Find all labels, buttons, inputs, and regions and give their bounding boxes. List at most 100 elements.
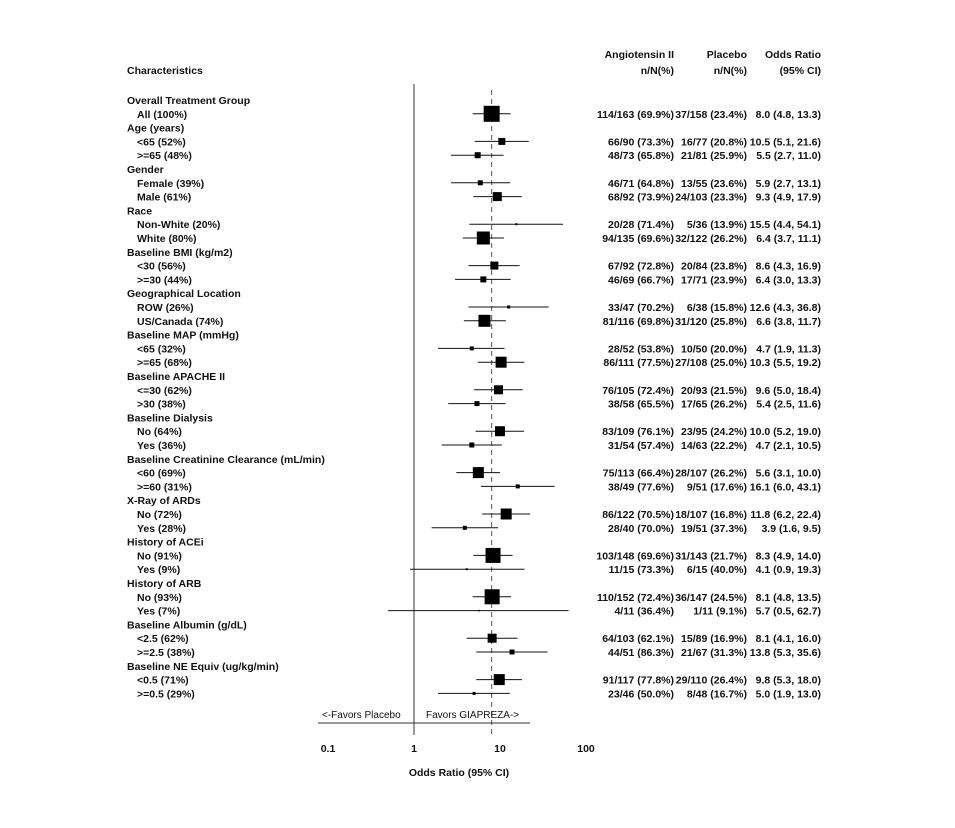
odds-ratio-value: 10.0 (5.2, 19.0) — [750, 426, 821, 438]
row-label: Yes (7%) — [137, 606, 180, 618]
point-estimate-square — [474, 152, 481, 159]
x-tick-label: 100 — [577, 743, 595, 755]
angiotensin-value: 75/113 (66.4%) — [603, 468, 674, 480]
odds-ratio-value: 10.5 (5.1, 21.6) — [750, 136, 821, 148]
row-label: <0.5 (71%) — [137, 675, 189, 687]
row-label: No (64%) — [137, 426, 182, 438]
odds-ratio-value: 9.6 (5.0, 18.4) — [756, 385, 821, 397]
placebo-value: 21/67 (31.3%) — [681, 647, 747, 659]
row-label: >=60 (31%) — [137, 481, 192, 493]
row-label: <65 (32%) — [137, 343, 186, 355]
angiotensin-value: 91/117 (77.8%) — [603, 675, 674, 687]
point-estimate-square — [495, 356, 507, 368]
angiotensin-value: 4/11 (36.4%) — [614, 606, 674, 618]
point-estimate-square — [487, 633, 497, 643]
odds-ratio-value: 10.3 (5.5, 19.2) — [750, 357, 821, 369]
point-estimate-square — [483, 105, 500, 122]
angiotensin-value: 68/92 (73.9%) — [608, 192, 674, 204]
point-estimate-square — [472, 691, 476, 695]
placebo-value: 24/103 (23.3%) — [675, 192, 747, 204]
odds-ratio-value: 4.1 (0.9, 19.3) — [756, 564, 821, 576]
point-estimate-square — [507, 305, 511, 309]
point-estimate-square — [493, 674, 505, 686]
row-label: <=30 (62%) — [137, 385, 192, 397]
odds-ratio-value: 5.4 (2.5, 11.6) — [756, 399, 821, 411]
angiotensin-value: 67/92 (72.8%) — [608, 261, 674, 273]
placebo-value: 32/122 (26.2%) — [675, 233, 747, 245]
placebo-value: 16/77 (20.8%) — [681, 136, 747, 148]
angiotensin-value: 46/71 (64.8%) — [608, 178, 674, 190]
row-label: Non-White (20%) — [137, 219, 220, 231]
placebo-value: 19/51 (37.3%) — [681, 523, 747, 535]
point-estimate-square — [492, 192, 502, 202]
header-odds-ratio-title: Odds Ratio — [765, 49, 821, 61]
odds-ratio-value: 8.1 (4.1, 16.0) — [756, 633, 821, 645]
odds-ratio-value: 6.4 (3.0, 13.3) — [756, 274, 821, 286]
placebo-value: 37/158 (23.4%) — [675, 109, 747, 121]
odds-ratio-value: 16.1 (6.0, 43.1) — [750, 481, 821, 493]
placebo-value: 23/95 (24.2%) — [681, 426, 747, 438]
point-estimate-square — [480, 276, 487, 283]
row-label: >30 (38%) — [137, 399, 186, 411]
group-label: X-Ray of ARDs — [127, 495, 201, 507]
group-label: Geographical Location — [127, 288, 241, 300]
point-estimate-square — [515, 484, 520, 489]
row-label: No (72%) — [137, 509, 182, 521]
placebo-value: 28/107 (26.2%) — [675, 468, 747, 480]
x-axis-label: Odds Ratio (95% CI) — [409, 767, 509, 779]
odds-ratio-value: 4.7 (2.1, 10.5) — [756, 440, 821, 452]
group-label: Gender — [127, 164, 164, 176]
header-odds-ratio-sub: (95% CI) — [780, 65, 821, 77]
angiotensin-value: 28/52 (53.8%) — [608, 343, 674, 355]
placebo-value: 20/93 (21.5%) — [681, 385, 747, 397]
point-estimate-square — [476, 231, 490, 245]
row-label: Male (61%) — [137, 192, 191, 204]
odds-ratio-value: 5.0 (1.9, 13.0) — [756, 688, 821, 700]
group-label: Overall Treatment Group — [127, 95, 250, 107]
point-estimate-square — [490, 261, 499, 270]
odds-ratio-value: 9.3 (4.9, 17.9) — [756, 192, 821, 204]
favors-placebo-label: <-Favors Placebo — [322, 710, 401, 721]
placebo-value: 1/11 (9.1%) — [693, 606, 747, 618]
row-label: >=65 (68%) — [137, 357, 192, 369]
point-estimate-square — [472, 467, 484, 479]
x-tick-label: 0.1 — [321, 743, 336, 755]
group-label: Age (years) — [127, 123, 184, 135]
group-label: History of ACEi — [127, 537, 204, 549]
angiotensin-value: 94/135 (69.6%) — [602, 233, 674, 245]
placebo-value: 31/120 (25.8%) — [675, 316, 747, 328]
row-label: No (93%) — [137, 592, 182, 604]
row-label: US/Canada (74%) — [137, 316, 223, 328]
placebo-value: 31/143 (21.7%) — [675, 550, 747, 562]
placebo-value: 6/38 (15.8%) — [687, 302, 747, 314]
odds-ratio-value: 8.6 (4.3, 16.9) — [756, 261, 821, 273]
angiotensin-value: 28/40 (70.0%) — [608, 523, 674, 535]
placebo-value: 14/63 (22.2%) — [681, 440, 747, 452]
row-label: Yes (9%) — [137, 564, 180, 576]
angiotensin-value: 38/58 (65.5%) — [608, 399, 674, 411]
placebo-value: 17/65 (26.2%) — [681, 399, 747, 411]
point-estimate-square — [469, 346, 474, 351]
placebo-value: 20/84 (23.8%) — [681, 261, 747, 273]
angiotensin-value: 46/69 (66.7%) — [608, 274, 674, 286]
point-estimate-square — [484, 589, 500, 605]
odds-ratio-value: 15.5 (4.4, 54.1) — [750, 219, 821, 231]
row-label: >=30 (44%) — [137, 274, 192, 286]
point-estimate-square — [469, 442, 475, 448]
placebo-value: 17/71 (23.9%) — [681, 274, 747, 286]
point-estimate-square — [462, 525, 467, 530]
angiotensin-value: 33/47 (70.2%) — [608, 302, 674, 314]
placebo-value: 36/147 (24.5%) — [675, 592, 747, 604]
placebo-value: 5/36 (13.9%) — [687, 219, 747, 231]
group-label: Baseline BMI (kg/m2) — [127, 247, 233, 259]
odds-ratio-value: 6.6 (3.8, 11.7) — [756, 316, 821, 328]
angiotensin-value: 20/28 (71.4%) — [608, 219, 674, 231]
angiotensin-value: 31/54 (57.4%) — [608, 440, 674, 452]
point-estimate-square — [478, 609, 480, 612]
placebo-value: 21/81 (25.9%) — [681, 150, 747, 162]
point-estimate-square — [509, 649, 515, 655]
header-placebo-sub: n/N(%) — [714, 65, 747, 77]
row-label: ROW (26%) — [137, 302, 194, 314]
row-label: >=0.5 (29%) — [137, 688, 195, 700]
